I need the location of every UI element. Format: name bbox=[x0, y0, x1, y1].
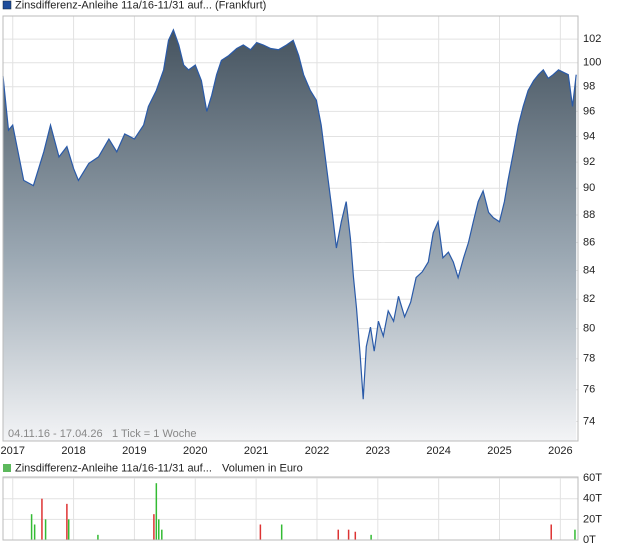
main-panel: 2017 2018 2019 2020 2021 2022 2023 2024 2025 2026… bbox=[0, 15, 601, 457]
y-tick-label: 88 bbox=[583, 209, 595, 221]
y-tick-label: 100 bbox=[583, 57, 601, 69]
y-tick-label: 90 bbox=[583, 182, 595, 194]
y-tick-label: 78 bbox=[583, 353, 595, 365]
y-tick-label: 98 bbox=[583, 81, 595, 93]
volume-bar bbox=[280, 524, 283, 540]
legend-swatch bbox=[3, 464, 11, 472]
x-tick-label: 2020 bbox=[183, 445, 207, 457]
y-tick-label: 84 bbox=[583, 264, 595, 276]
tick-note: 1 Tick = 1 Woche bbox=[112, 428, 196, 440]
x-tick-label: 2021 bbox=[244, 445, 268, 457]
x-tick-label: 2018 bbox=[61, 445, 85, 457]
volume-bar bbox=[354, 531, 357, 540]
volume-bar bbox=[66, 503, 68, 540]
volume-bar bbox=[41, 498, 43, 540]
y-tick-label: 92 bbox=[583, 156, 595, 168]
plot-frame bbox=[2, 476, 579, 541]
legend-label: Zinsdifferenz-Anleihe 11a/16-11/31 auf..… bbox=[15, 0, 266, 11]
volume-bar bbox=[44, 519, 47, 540]
x-tick-label: 2023 bbox=[366, 445, 390, 457]
x-tick-label: 2024 bbox=[426, 445, 450, 457]
volume-bar bbox=[347, 529, 350, 540]
y-tick-label: 96 bbox=[583, 105, 595, 117]
y-tick-label: 74 bbox=[583, 415, 595, 427]
x-tick-label: 2019 bbox=[122, 445, 146, 457]
y-tick-label: 86 bbox=[583, 236, 595, 248]
y-tick-label: 102 bbox=[583, 33, 601, 45]
y-tick-label: 94 bbox=[583, 130, 595, 142]
price-line bbox=[2, 28, 577, 400]
y-tick-label: 60T bbox=[583, 472, 602, 484]
volume-bar bbox=[67, 519, 70, 540]
volume-bar bbox=[155, 483, 158, 540]
volume-bar bbox=[158, 519, 160, 540]
volume-bar bbox=[153, 514, 155, 540]
x-tick-label: 2022 bbox=[305, 445, 329, 457]
y-tick-label: 76 bbox=[583, 384, 595, 396]
plot-frame bbox=[2, 15, 579, 442]
y-tick-label: 20T bbox=[583, 513, 602, 525]
area-fill bbox=[3, 29, 577, 442]
watermark: CK bbox=[356, 226, 388, 251]
volume-bar bbox=[97, 534, 99, 540]
volume-bar bbox=[550, 524, 552, 540]
y-tick-label: 40T bbox=[583, 493, 602, 505]
date-range: 04.11.16 - 17.04.26 bbox=[8, 428, 103, 440]
x-tick-label: 2025 bbox=[487, 445, 511, 457]
volume-bar bbox=[574, 529, 576, 540]
y-tick-label: 80 bbox=[583, 323, 595, 335]
volume-panel: 0T 20T 40T 60T bbox=[2, 472, 602, 546]
legend-swatch bbox=[2, 0, 12, 10]
y-tick-label: 0T bbox=[583, 534, 596, 546]
legend-label: Zinsdifferenz-Anleihe 11a/16-11/31 auf..… bbox=[15, 462, 212, 474]
x-tick-label: 2017 bbox=[0, 445, 24, 457]
y-tick-label: 82 bbox=[583, 293, 595, 305]
volume-bar bbox=[337, 529, 340, 540]
volume-bar bbox=[33, 524, 36, 540]
volume-bar bbox=[259, 524, 262, 540]
volume-bar bbox=[370, 534, 372, 540]
x-tick-label: 2026 bbox=[548, 445, 572, 457]
axis-label: Volumen in Euro bbox=[222, 462, 303, 474]
volume-bar bbox=[30, 514, 33, 540]
volume-bar bbox=[161, 529, 163, 540]
